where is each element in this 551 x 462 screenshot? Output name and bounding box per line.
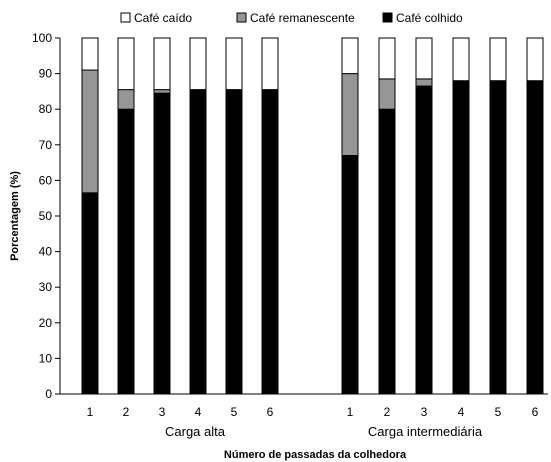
x-tick-label: 4 (195, 405, 202, 419)
bar-g1-pass3-cafe-caido (153, 37, 171, 91)
legend-swatch (236, 12, 247, 23)
bar-g1-pass6-cafe-colhido (261, 89, 279, 395)
bar-g2-pass2-cafe-colhido (378, 108, 396, 395)
y-tick-label: 70 (39, 138, 53, 152)
legend-label: Café caído (134, 11, 192, 25)
bar-g2-pass6-cafe-caido (526, 37, 544, 82)
bar-g2-pass4-cafe-colhido (452, 80, 470, 395)
x-tick-label: 4 (458, 405, 465, 419)
y-axis-title: Porcentagem (%) (9, 171, 21, 261)
x-tick-label: 3 (421, 405, 428, 419)
bar-g1-pass5-cafe-caido (225, 37, 243, 91)
bar-g2-pass1-cafe-colhido (341, 154, 359, 395)
bar-g2-pass3-cafe-colhido (415, 85, 433, 395)
x-tick-label: 5 (231, 405, 238, 419)
legend-label: Café remanescente (250, 11, 355, 25)
bar-g1-pass1-cafe-caido (81, 37, 99, 71)
legend-label: Café colhido (396, 11, 463, 25)
bar-g1-pass1-cafe-remanescente (81, 69, 99, 194)
bar-g1-pass6-cafe-caido (261, 37, 279, 91)
bar-g1-pass3-cafe-colhido (153, 92, 171, 395)
axes: 0 10 20 30 40 50 60 70 80 90 100 (32, 31, 548, 401)
legend-swatch (120, 12, 131, 23)
bar-g2-pass1-cafe-remanescente (341, 73, 359, 156)
legend: Café caído Café remanescente Café colhido (120, 11, 463, 25)
y-tick-label: 20 (39, 316, 53, 330)
bar-g1-pass2-cafe-remanescente (117, 89, 135, 110)
y-tick-label: 100 (32, 31, 52, 45)
bar-g1-pass2-cafe-caido (117, 37, 135, 91)
y-tick-label: 50 (39, 209, 53, 223)
bar-g1-pass3-cafe-remanescente (153, 89, 171, 94)
x-tick-label: 5 (495, 405, 502, 419)
bar-g2-pass3-cafe-remanescente (415, 78, 433, 87)
x-axis-title: Número de passadas da colhedora (224, 449, 407, 461)
y-tick-label: 80 (39, 102, 53, 116)
bar-g1-pass4-cafe-colhido (189, 89, 207, 395)
bar-g2-pass2-cafe-caido (378, 37, 396, 80)
bar-g2-pass4-cafe-caido (452, 37, 470, 82)
x-tick-label: 2 (384, 405, 391, 419)
x-tick-label: 3 (159, 405, 166, 419)
bar-g1-pass4-cafe-caido (189, 37, 207, 91)
bar-g2-pass6-cafe-colhido (526, 80, 544, 395)
y-tick-label: 40 (39, 245, 53, 259)
bar-g2-pass5-cafe-colhido (489, 80, 507, 395)
x-tick-label: 1 (87, 405, 94, 419)
x-tick-label: 1 (347, 405, 354, 419)
y-tick-label: 0 (45, 387, 52, 401)
y-tick-label: 30 (39, 280, 53, 294)
group-label: Carga alta (165, 424, 226, 439)
x-tick-label: 6 (267, 405, 274, 419)
bars: 1 2 3 4 5 6 Carga alta 1 2 3 4 5 6 Carga intermediári… (81, 37, 544, 439)
bar-g2-pass1-cafe-caido (341, 37, 359, 75)
bar-g2-pass2-cafe-remanescente (378, 78, 396, 110)
y-tick-label: 90 (39, 67, 53, 81)
bar-g2-pass5-cafe-caido (489, 37, 507, 82)
bar-g1-pass5-cafe-colhido (225, 89, 243, 395)
y-tick-label: 60 (39, 173, 53, 187)
legend-swatch (382, 12, 393, 23)
bar-g2-pass3-cafe-caido (415, 37, 433, 80)
bar-g1-pass2-cafe-colhido (117, 108, 135, 395)
bar-g1-pass1-cafe-colhido (81, 192, 99, 395)
group-label: Carga intermediária (368, 424, 483, 439)
x-tick-label: 2 (123, 405, 130, 419)
y-tick-label: 10 (39, 351, 53, 365)
x-tick-label: 6 (532, 405, 539, 419)
